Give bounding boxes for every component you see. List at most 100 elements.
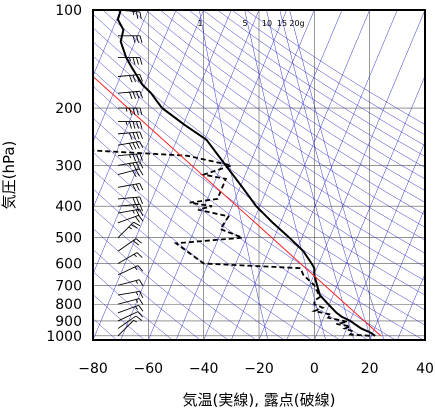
dry-adiabat (188, 10, 425, 168)
wind-barb (117, 238, 142, 252)
wind-barb-flag (136, 204, 140, 212)
skew-line (397, 273, 425, 340)
wind-barb-half (132, 204, 135, 209)
wind-barb-flag (132, 132, 136, 140)
wind-barb (117, 203, 143, 212)
wind-barb-flag (139, 209, 144, 216)
y-tick-label: 400 (55, 199, 82, 215)
wind-barb-flag (138, 298, 144, 306)
wind-barb-flag (132, 162, 137, 170)
wind-barb-flag (129, 92, 133, 100)
wind-barb-flag (139, 291, 144, 299)
wind-barb-flag (129, 121, 132, 129)
wind-barb (117, 168, 144, 178)
dry-adiabat (93, 271, 173, 340)
wind-barb-flag (132, 240, 140, 246)
skew-line (175, 10, 315, 340)
x-tick-label: 40 (416, 361, 434, 377)
dry-adiabat (93, 41, 425, 282)
wind-barb-half (132, 210, 135, 214)
wind-barb-shaft (117, 168, 140, 176)
wind-barb (117, 252, 143, 264)
wind-barb (117, 319, 137, 337)
wind-barb-flag (130, 224, 138, 229)
x-tick-label: −20 (244, 361, 274, 377)
mixing-ratio-line (244, 10, 327, 340)
y-axis-label: 気圧(hPa) (0, 141, 18, 210)
wind-barb-shaft (117, 140, 140, 146)
wind-barb-flag (132, 35, 136, 43)
wind-barb-flag (138, 279, 144, 287)
y-tick-label: 600 (55, 257, 82, 273)
wind-barb-half (135, 306, 138, 310)
skew-line (231, 10, 370, 340)
wind-barb (117, 9, 142, 20)
wind-barb (117, 304, 144, 314)
mixing-ratio-label: 20g (289, 19, 304, 28)
wind-barb-flag (139, 121, 143, 129)
wind-barb-half (134, 266, 138, 271)
wind-barb-shaft (117, 131, 140, 135)
x-tick-label: −60 (134, 361, 164, 377)
wind-barb-flag (128, 143, 133, 150)
skew-line (93, 10, 121, 77)
skew-line (424, 339, 425, 340)
wind-barb-shaft (117, 214, 139, 224)
y-tick-label: 300 (55, 158, 82, 174)
wind-barb-flag (137, 265, 144, 272)
x-tick-label: 0 (310, 361, 319, 377)
dry-adiabat (93, 27, 425, 268)
skew-line (258, 10, 398, 340)
skew-line (369, 207, 425, 340)
wind-barb (118, 121, 143, 129)
wind-barb-shaft (117, 298, 140, 305)
dry-adiabat (245, 10, 425, 125)
skew-line (286, 10, 425, 340)
skew-line (93, 10, 204, 275)
dry-adiabat (93, 70, 425, 311)
wind-barb-flag (137, 311, 144, 318)
wind-barb-shaft (117, 196, 140, 200)
wind-barb-flag (136, 252, 143, 258)
y-tick-label: 800 (55, 297, 82, 313)
x-tick-label: −80 (78, 361, 108, 377)
y-tick-label: 200 (55, 101, 82, 117)
wind-barb-shaft (117, 238, 137, 252)
wind-barb-flag (139, 74, 143, 82)
x-axis-label: 気温(実線), 露点(破線) (183, 391, 336, 409)
wind-barb-flag (139, 131, 143, 139)
wind-barb (117, 74, 143, 83)
wind-barb (117, 140, 144, 150)
dry-adiabat (93, 249, 201, 340)
wind-barb-flag (132, 75, 136, 83)
wind-barb-flag (132, 121, 136, 129)
wind-barb-flag (136, 57, 139, 65)
wind-barb (117, 153, 143, 162)
wind-barb-flag (139, 183, 144, 191)
dry-adiabat (131, 10, 425, 216)
skew-line (148, 10, 287, 340)
wind-barb-flag (139, 11, 142, 20)
skew-line (203, 10, 343, 340)
wind-barb (117, 311, 144, 322)
dry-adiabat (145, 10, 425, 203)
axis-layer: −80 −60 −40 −20 0 20 40 100 200 300 400 500 600 700 80… (46, 3, 434, 377)
mixing-ratio-line (289, 10, 385, 340)
dry-adiabat (93, 134, 368, 340)
skew-line (93, 10, 177, 209)
wind-barb-half (133, 319, 137, 323)
wind-barb (118, 107, 143, 116)
mixing-ratio-label: 10 (262, 19, 272, 28)
wind-barb-flag (132, 197, 136, 205)
wind-barb-half (135, 280, 139, 284)
wind-barb-flag (136, 153, 140, 162)
y-tick-label: 100 (55, 3, 82, 19)
wind-barb-shaft (117, 90, 140, 94)
dry-adiabat (159, 10, 425, 191)
wind-barb-shaft (117, 311, 139, 322)
wind-barb-flag (132, 170, 137, 178)
reference-line (93, 76, 382, 337)
wind-barb-flag (139, 107, 143, 116)
mixing-ratio-line (199, 10, 269, 340)
wind-barb-flag (135, 315, 142, 321)
